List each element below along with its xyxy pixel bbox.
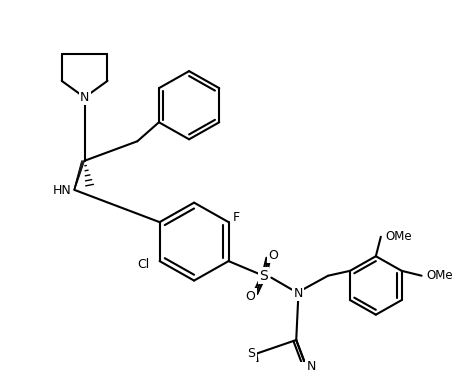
Text: OMe: OMe (384, 230, 411, 243)
Text: OMe: OMe (425, 269, 452, 282)
Text: O: O (268, 249, 278, 262)
Text: S: S (258, 269, 267, 283)
Text: N: N (293, 287, 302, 300)
Text: Cl: Cl (137, 257, 149, 270)
Text: F: F (233, 211, 239, 224)
Text: N: N (80, 91, 89, 104)
Text: HN: HN (53, 185, 71, 198)
Text: O: O (245, 290, 255, 303)
Text: N: N (306, 360, 315, 372)
Text: S: S (247, 347, 255, 360)
